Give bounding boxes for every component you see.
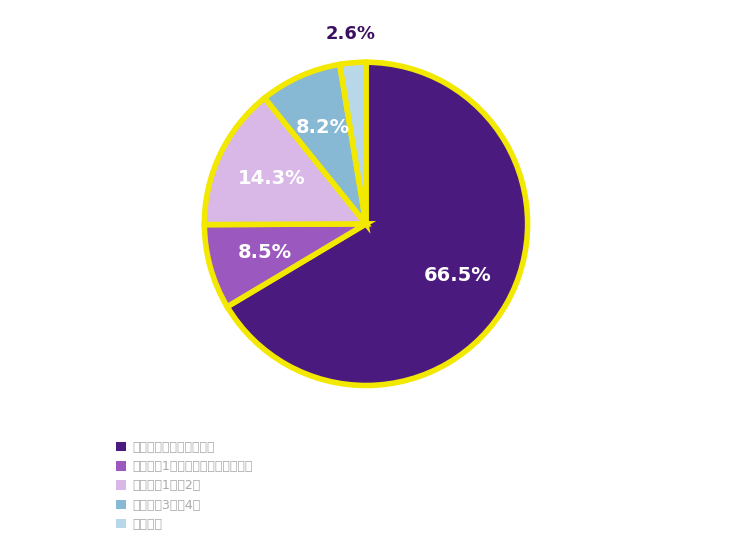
Text: 66.5%: 66.5%: [424, 266, 491, 285]
Wedge shape: [265, 64, 366, 224]
Wedge shape: [340, 62, 366, 224]
Text: 14.3%: 14.3%: [237, 169, 305, 188]
Text: 8.5%: 8.5%: [238, 242, 292, 262]
Wedge shape: [227, 62, 528, 385]
Text: 8.2%: 8.2%: [296, 118, 350, 138]
Wedge shape: [204, 224, 366, 307]
Wedge shape: [204, 98, 366, 224]
Text: 2.6%: 2.6%: [326, 25, 376, 43]
Legend: テレワークはしていない, 週平均で1日未満（月に数回程度）, 週平均で1日～2日, 週平均で3日～4日, ほぼ毎日: テレワークはしていない, 週平均で1日未満（月に数回程度）, 週平均で1日～2日…: [116, 441, 253, 531]
